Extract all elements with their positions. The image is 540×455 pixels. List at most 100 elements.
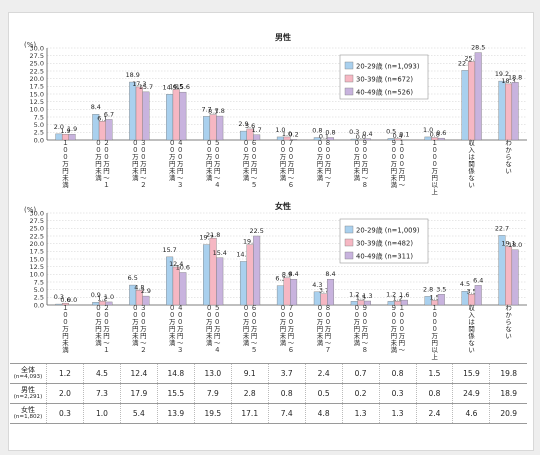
table-cell: 0.8 — [415, 383, 453, 404]
bar — [290, 139, 298, 141]
data-label: 21.8 — [206, 231, 220, 239]
label-glyph: 円 — [251, 332, 257, 340]
table-cell: 2.4 — [415, 403, 453, 424]
label-glyph: 〜 — [288, 174, 295, 182]
table-cell: 13.9 — [156, 403, 195, 424]
label-glyph: 万 — [288, 325, 294, 333]
y-tick-label: 0.0 — [34, 301, 44, 309]
label-glyph: 円 — [391, 167, 397, 175]
table-cell: 13.0 — [193, 363, 232, 384]
label-glyph: 万 — [391, 325, 397, 333]
table-cell: 7.9 — [193, 383, 232, 404]
data-label: 1.5 — [430, 293, 440, 301]
label-glyph: 円 — [140, 332, 146, 340]
legend-swatch — [344, 61, 354, 70]
label-glyph: ２ — [140, 181, 146, 189]
data-label: 2.9 — [238, 120, 248, 128]
label-glyph: 未 — [62, 338, 69, 347]
table-cell: 1.5 — [415, 363, 453, 384]
bar — [61, 302, 69, 306]
label-glyph: ０ — [62, 146, 68, 154]
label-glyph: 未 — [95, 166, 102, 175]
label-glyph: 収 — [468, 304, 475, 312]
label-glyph: 万 — [214, 160, 220, 168]
label-glyph: ０ — [362, 318, 368, 326]
label-glyph: ０ — [399, 160, 405, 168]
label-glyph: ０ — [362, 146, 368, 154]
x-category-label: ００万円未満 — [317, 304, 324, 347]
label-glyph: 円 — [399, 339, 405, 347]
table-cell: 7.3 — [82, 383, 121, 404]
label-glyph: ８ — [325, 304, 331, 312]
bar — [327, 137, 335, 141]
y-tick-label: 7.5 — [34, 278, 44, 286]
chart-title: 男性 — [275, 32, 291, 42]
bar — [179, 272, 187, 306]
table-cell: 0.5 — [304, 383, 343, 404]
y-tick-label: 5.0 — [34, 286, 44, 294]
data-label: 8.4 — [289, 270, 299, 278]
label-glyph: 未 — [317, 166, 324, 175]
label-glyph: 〜 — [103, 174, 110, 182]
label-glyph: １ — [103, 181, 109, 189]
label-glyph: ０ — [95, 304, 101, 312]
x-category-label: ００万円未満 — [206, 304, 213, 347]
label-glyph: 万 — [288, 160, 294, 168]
label-glyph: ０ — [280, 311, 286, 319]
label-glyph: ０ — [132, 311, 138, 319]
label-glyph: ９ — [391, 304, 397, 312]
label-glyph: 万 — [132, 318, 138, 326]
data-label: 19.7 — [199, 234, 213, 242]
y-tick-label: 17.5 — [30, 248, 44, 256]
label-glyph: 収 — [468, 139, 475, 147]
label-glyph: 満 — [280, 339, 287, 347]
bar — [203, 116, 211, 141]
label-glyph: １ — [399, 139, 405, 147]
data-label: 14.2 — [236, 250, 250, 258]
data-label: 16.5 — [169, 82, 183, 90]
label-glyph: 満 — [206, 174, 213, 182]
table-row: 男性 (n=2,291) 2.0 7.3 17.9 15.5 7.9 2.8 0.8 0.5 0.2… — [10, 383, 527, 404]
y-unit-label: (%) — [24, 41, 36, 49]
label-glyph: ２ — [103, 304, 109, 312]
table-cell: 0.3 — [378, 383, 417, 404]
data-label: 3.6 — [245, 122, 255, 130]
bar — [216, 115, 224, 141]
table-cell: 5.4 — [119, 403, 158, 424]
label-glyph: 万 — [95, 318, 101, 326]
label-glyph: い — [505, 167, 511, 175]
bar — [437, 294, 445, 306]
table-cell: 7.4 — [267, 403, 306, 424]
label-glyph: ０ — [251, 311, 257, 319]
bar — [253, 134, 261, 141]
data-label: 12.4 — [169, 260, 183, 268]
label-glyph: ０ — [206, 311, 212, 319]
label-glyph: 円 — [177, 332, 183, 340]
x-category-label: ６００万円〜５ — [251, 304, 258, 354]
row-header: 女性 (n=1,802) — [10, 403, 47, 424]
label-glyph: 円 — [214, 167, 220, 175]
label-glyph: 万 — [280, 153, 286, 161]
label-glyph: ８ — [362, 346, 368, 354]
label-glyph: 円 — [132, 160, 138, 168]
label-glyph: １ — [62, 304, 68, 312]
label-glyph: 万 — [325, 160, 331, 168]
label-glyph: ０ — [325, 153, 331, 161]
y-tick-label: 27.5 — [30, 52, 44, 60]
label-glyph: １ — [103, 346, 109, 354]
bar — [172, 266, 180, 306]
label-glyph: 未 — [280, 166, 287, 175]
x-category-label: ２００万円〜１ — [103, 139, 110, 189]
table-cell: 1.3 — [378, 403, 417, 424]
label-glyph: 円 — [280, 325, 286, 333]
label-glyph: 未 — [132, 166, 139, 175]
x-category-label: ００万円未満 — [95, 304, 102, 347]
data-label: 3.5 — [467, 287, 477, 295]
y-tick-label: 17.5 — [30, 83, 44, 91]
legend-label: 40-49歳 (n=526) — [356, 87, 413, 96]
data-label: 19.7 — [243, 238, 257, 246]
data-label: 1.0 — [104, 293, 114, 301]
label-glyph: 未 — [391, 338, 398, 347]
label-glyph: な — [505, 325, 511, 333]
label-glyph: 円 — [317, 160, 323, 168]
